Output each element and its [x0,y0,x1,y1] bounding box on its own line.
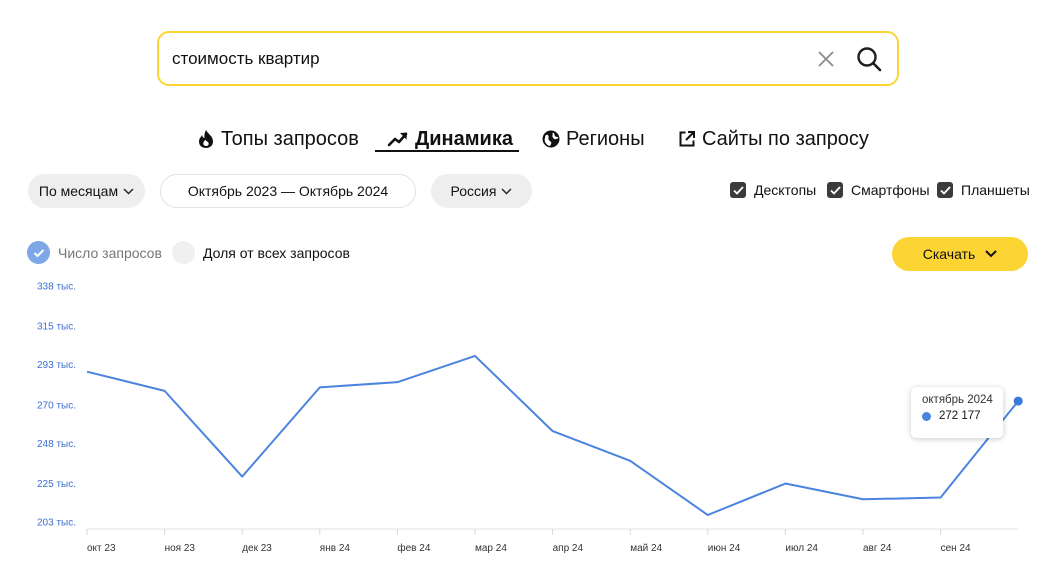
x-tick-label: май 24 [630,543,662,554]
date-range-picker[interactable]: Октябрь 2023 — Октябрь 2024 [160,174,416,208]
download-button[interactable]: Скачать [892,237,1028,271]
data-point-highlighted[interactable] [1013,396,1023,406]
x-tick-label: июн 24 [708,543,741,554]
y-tick-label: 338 тыс. [37,282,76,293]
check-icon [829,185,841,195]
check-icon [732,185,744,195]
trend-arrow-icon [387,132,408,147]
radio-dot[interactable] [27,241,50,264]
device-label: Смартфоны [851,182,930,198]
region-label: Россия [450,183,497,199]
chart-tooltip: октябрь 2024 272 177 [911,387,1003,438]
chevron-down-icon [501,188,512,194]
checkbox-checked[interactable] [827,182,843,198]
x-tick-label: апр 24 [553,543,584,554]
clear-icon[interactable] [814,47,838,71]
tab-label: Регионы [566,127,645,150]
tab-dynamics[interactable]: Динамика [387,124,513,154]
tab-sites[interactable]: Сайты по запросу [678,124,869,154]
device-label: Планшеты [961,182,1030,198]
period-select[interactable]: По месяцам [28,174,145,208]
checkbox-checked[interactable] [730,182,746,198]
x-tick-label: авг 24 [863,543,892,554]
y-tick-label: 203 тыс. [37,518,76,529]
metric-share-radio[interactable]: Доля от всех запросов [172,241,350,264]
y-tick-label: 270 тыс. [37,400,76,411]
region-select[interactable]: Россия [431,174,532,208]
check-icon [939,185,951,195]
x-tick-label: окт 23 [87,543,116,554]
x-tick-label: ноя 23 [165,543,196,554]
radio-dot[interactable] [172,241,195,264]
search-input[interactable] [172,48,814,69]
tooltip-title: октябрь 2024 [922,394,993,406]
line-chart: 338 тыс. 315 тыс. 293 тыс. 270 тыс. 248 тыс.… [37,282,1023,554]
period-label: По месяцам [38,183,119,199]
x-tick-label: сен 24 [941,543,971,554]
chevron-down-icon [985,250,997,258]
y-tick-label: 293 тыс. [37,360,76,371]
y-axis-ticks: 338 тыс. 315 тыс. 293 тыс. 270 тыс. 248 тыс.… [37,282,76,529]
x-tick-label: дек 23 [242,543,272,554]
search-bar[interactable] [157,31,899,86]
tooltip-value: 272 177 [939,410,981,422]
metric-count-label: Число запросов [58,244,162,261]
metric-count-radio[interactable]: Число запросов [27,241,162,264]
tab-label: Сайты по запросу [702,127,869,150]
tabs: Топы запросов Динамика Регионы Сайты по … [0,124,1050,156]
tab-regions[interactable]: Регионы [542,124,645,154]
active-tab-underline [375,150,519,152]
y-tick-label: 315 тыс. [37,322,76,333]
device-desktop-checkbox[interactable]: Десктопы [730,182,816,198]
y-tick-label: 248 тыс. [37,439,76,450]
metric-share-label: Доля от всех запросов [203,244,350,261]
x-tick-label: янв 24 [320,543,351,554]
globe-icon [542,130,560,148]
data-points [1013,396,1023,406]
tab-label: Топы запросов [221,127,359,150]
tab-top-queries[interactable]: Топы запросов [197,124,359,154]
search-icon[interactable] [855,45,883,73]
download-label: Скачать [922,246,976,262]
chevron-down-icon [123,188,134,194]
tab-label: Динамика [415,127,513,150]
x-tick-label: июл 24 [785,543,818,554]
external-link-icon [679,131,695,147]
device-label: Десктопы [754,182,817,198]
device-smartphone-checkbox[interactable]: Смартфоны [827,182,930,198]
series-line [86,354,1019,517]
y-tick-label: 225 тыс. [37,479,76,490]
tooltip-series-dot [922,411,931,421]
date-range-label: Октябрь 2023 — Октябрь 2024 [187,183,389,199]
x-tick-label: мар 24 [475,543,507,554]
x-axis-ticks: окт 23 ноя 23 дек 23 янв 24 фев 24 мар 24 апр … [86,529,971,554]
checkbox-checked[interactable] [937,182,953,198]
x-tick-label: фев 24 [397,542,430,554]
fire-icon [199,130,213,148]
device-tablet-checkbox[interactable]: Планшеты [937,182,1030,198]
check-icon [33,248,44,257]
